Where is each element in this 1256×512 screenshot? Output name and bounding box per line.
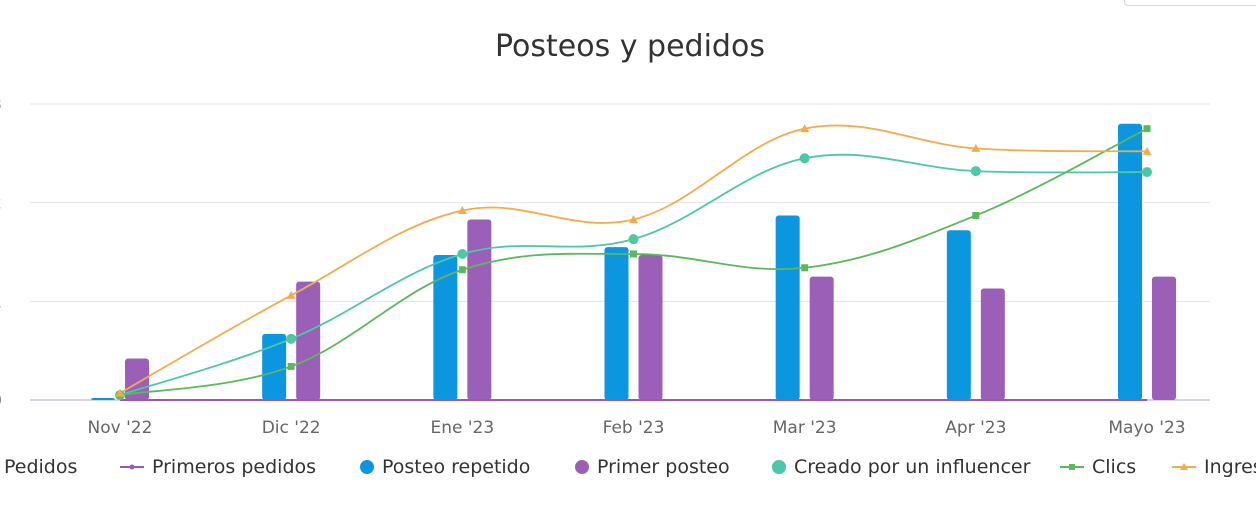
y-tick-label: 3 xyxy=(0,95,2,115)
x-tick-label: Dic '22 xyxy=(262,418,321,438)
bar-primer-posteo[interactable] xyxy=(980,288,1005,400)
legend-marker xyxy=(772,460,786,474)
legend-item[interactable]: Posteo repetido xyxy=(360,456,530,478)
point-ingresos[interactable] xyxy=(286,290,296,299)
legend-label: Creado por un influencer xyxy=(794,456,1031,478)
top-right-control[interactable] xyxy=(1124,0,1256,6)
point-ingresos[interactable] xyxy=(457,206,467,215)
legend-marker xyxy=(1069,464,1075,470)
point-creado-por-un-influencer[interactable] xyxy=(799,153,810,164)
bar-posteo-repetido[interactable] xyxy=(91,398,115,400)
bar-primer-posteo[interactable] xyxy=(638,254,663,400)
bar-posteo-repetido[interactable] xyxy=(775,215,800,400)
x-tick-label: Feb '23 xyxy=(603,418,665,438)
point-clics[interactable] xyxy=(972,211,980,219)
legend-item[interactable]: Primeros pedidos xyxy=(120,456,316,478)
legend-label: Primer posteo xyxy=(597,456,730,478)
legend-item[interactable]: Pedidos xyxy=(0,456,77,478)
point-clics[interactable] xyxy=(801,264,809,272)
point-creado-por-un-influencer[interactable] xyxy=(628,234,639,245)
series-points xyxy=(115,124,1152,401)
legend-label: Posteo repetido xyxy=(382,456,530,478)
point-creado-por-un-influencer[interactable] xyxy=(970,166,981,177)
point-creado-por-un-influencer[interactable] xyxy=(1142,167,1152,178)
bar-posteo-repetido[interactable] xyxy=(946,230,971,400)
legend-item[interactable]: Clics xyxy=(1060,456,1136,478)
bar-posteo-repetido[interactable] xyxy=(262,333,287,400)
point-clics[interactable] xyxy=(630,250,637,258)
bar-primer-posteo[interactable] xyxy=(296,281,321,400)
x-tick-label: Mayo '23 xyxy=(1108,418,1185,438)
legend-label: Primeros pedidos xyxy=(152,456,316,478)
point-clics[interactable] xyxy=(458,266,466,274)
legend-label: Clics xyxy=(1092,456,1136,478)
point-clics[interactable] xyxy=(287,362,295,370)
legend-marker xyxy=(360,460,374,474)
legend-item[interactable]: Creado por un influencer xyxy=(772,456,1031,478)
y-tick-label: 2 xyxy=(0,194,2,214)
legend-marker xyxy=(129,464,135,470)
point-creado-por-un-influencer[interactable] xyxy=(457,248,468,259)
point-ingresos[interactable] xyxy=(971,143,981,152)
bar-primer-posteo[interactable] xyxy=(125,358,149,400)
x-tick-label: Apr '23 xyxy=(945,418,1006,438)
bar-posteo-repetido[interactable] xyxy=(604,247,629,400)
point-ingresos[interactable] xyxy=(800,124,810,133)
legend-marker xyxy=(1180,463,1188,470)
x-tick-label: Nov '22 xyxy=(88,418,153,438)
bar-primer-posteo[interactable] xyxy=(809,276,834,400)
legend-label: Pedidos xyxy=(4,456,77,478)
bar-posteo-repetido[interactable] xyxy=(433,254,458,400)
y-tick-label: 0 xyxy=(0,391,2,411)
x-tick-label: Ene '23 xyxy=(430,418,494,438)
bar-primer-posteo[interactable] xyxy=(1152,276,1176,400)
legend-marker xyxy=(575,460,589,474)
y-axis-ticks: 0 1 2 3 xyxy=(0,95,2,411)
x-tick-label: Mar '23 xyxy=(773,418,837,438)
point-ingresos[interactable] xyxy=(115,388,125,397)
chart-title: Posteos y pedidos xyxy=(495,29,765,64)
legend-label: Ingresos xyxy=(1204,456,1256,478)
point-clics[interactable] xyxy=(1143,125,1151,133)
bar-posteo-repetido[interactable] xyxy=(1118,123,1142,400)
legend-item[interactable]: Ingresos xyxy=(1172,456,1256,478)
legend[interactable]: Pedidos Primeros pedidos Posteo repetido Pr… xyxy=(0,456,1256,478)
point-ingresos[interactable] xyxy=(1142,146,1152,155)
point-creado-por-un-influencer[interactable] xyxy=(286,333,297,344)
legend-item[interactable]: Primer posteo xyxy=(575,456,730,478)
point-ingresos[interactable] xyxy=(629,214,638,223)
x-axis-ticks: Nov '22 Dic '22 Ene '23 Feb '23 Mar '23 Apr '… xyxy=(88,418,1186,438)
bars xyxy=(91,123,1176,400)
bar-primer-posteo[interactable] xyxy=(467,219,492,400)
y-tick-label: 1 xyxy=(0,292,2,312)
